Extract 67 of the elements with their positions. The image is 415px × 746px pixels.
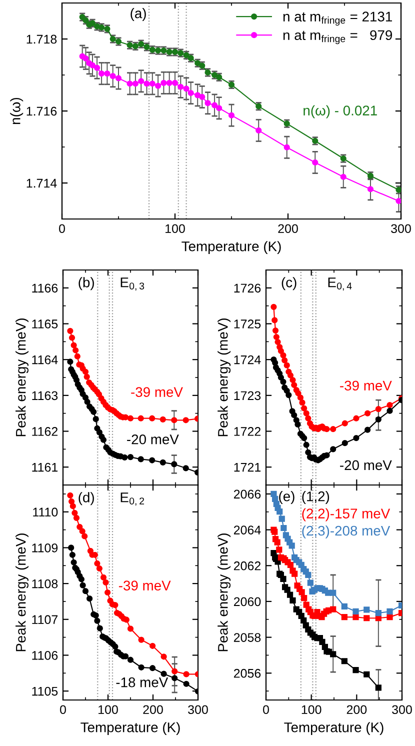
y-tick-label: 1724	[234, 355, 261, 364]
y-tick-label: 1722	[234, 427, 261, 436]
y-axis-title: Peak energy (meV)	[218, 534, 231, 652]
x-tick-label: 300	[392, 705, 412, 714]
annotation: (b)	[78, 277, 94, 290]
annotation: -18 meV	[116, 677, 168, 688]
x-tick-label: 100	[98, 705, 118, 714]
y-tick-label: 1105	[32, 686, 58, 696]
y-tick-label: 2062	[234, 561, 261, 570]
y-tick-label: 1726	[234, 284, 261, 293]
annotation: E$_{0,3}$	[120, 278, 144, 291]
annotation: -39 meV	[118, 580, 171, 590]
y-tick-label: 1725	[234, 320, 261, 328]
annotation: (c)	[282, 277, 296, 290]
y-axis-title: Peak energy (meV)	[16, 534, 28, 652]
annotation: (d)	[78, 492, 94, 506]
y-tick-label: 2058	[234, 633, 261, 642]
annotation: (1,2)	[302, 491, 330, 504]
x-tick-label: 200	[143, 705, 163, 714]
x-axis-title: Temperature (K)	[80, 722, 180, 736]
y-tick-label: 1721	[234, 462, 261, 472]
annotation: -39 meV	[131, 387, 183, 397]
annotation: -39 meV	[340, 380, 392, 391]
x-tick-label: 0	[59, 224, 65, 234]
y-tick-label: 1161	[32, 462, 58, 472]
annotation: (a)	[130, 8, 146, 21]
y-tick-label: 1108	[32, 579, 58, 588]
y-tick-label: 1106	[32, 651, 58, 660]
y-tick-label: 1.718	[26, 34, 57, 44]
y-tick-label: 1.716	[26, 106, 57, 116]
y-tick-label: 1164	[32, 355, 58, 364]
annotation: (2,2)-157 meV	[302, 508, 390, 522]
x-tick-label: 100	[166, 224, 185, 234]
annotation: -20 meV	[127, 434, 179, 444]
y-tick-label: 2060	[234, 597, 261, 606]
annotation: -20 meV	[340, 460, 392, 470]
annotation: n(ω) - 0.021	[304, 105, 377, 118]
y-tick-label: 1166	[32, 284, 58, 293]
y-tick-label: 1109	[32, 544, 58, 552]
x-axis-title: Temperature (K)	[182, 241, 281, 254]
y-tick-label: 1163	[32, 391, 58, 400]
x-tick-label: 200	[346, 705, 367, 714]
x-tick-label: 300	[188, 705, 208, 714]
legend-label: n at m$_{fringe}$ = 979	[283, 30, 392, 44]
annotation: E$_{0,4}$	[328, 278, 352, 291]
y-tick-label: 2066	[234, 490, 261, 499]
y-tick-label: 1.714	[26, 178, 57, 188]
x-axis-title: Temperature (K)	[284, 722, 384, 736]
y-tick-label: 1110	[33, 508, 58, 517]
y-tick-label: 1107	[32, 615, 58, 624]
annotation: (e)	[279, 491, 294, 504]
x-tick-label: 100	[302, 705, 322, 714]
y-tick-label: 1723	[234, 391, 261, 400]
legend-label: n at m$_{fringe}$ = 2131	[283, 12, 392, 26]
y-axis-title: Peak energy (meV)	[218, 318, 231, 436]
annotation: E$_{0,2}$	[120, 492, 144, 506]
y-tick-label: 2064	[234, 526, 261, 534]
x-tick-label: 0	[60, 705, 66, 714]
x-tick-label: 200	[278, 224, 298, 234]
x-tick-label: 0	[263, 705, 269, 714]
y-tick-label: 1162	[32, 427, 58, 436]
annotation: (2,3)-208 meV	[302, 525, 390, 538]
x-tick-label: 300	[391, 224, 411, 234]
y-axis-title: n(ω)	[10, 98, 24, 124]
y-tick-label: 2056	[234, 668, 261, 678]
y-axis-title: Peak energy (meV)	[16, 318, 28, 436]
y-tick-label: 1165	[32, 320, 58, 328]
